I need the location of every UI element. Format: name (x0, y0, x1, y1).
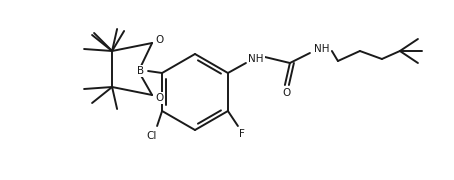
Text: F: F (239, 129, 245, 139)
Text: Cl: Cl (146, 131, 156, 141)
Text: NH: NH (248, 54, 264, 64)
Text: O: O (283, 88, 291, 98)
Text: O: O (155, 35, 163, 45)
Text: NH: NH (314, 44, 330, 54)
Text: O: O (155, 93, 163, 103)
Text: B: B (137, 66, 143, 76)
